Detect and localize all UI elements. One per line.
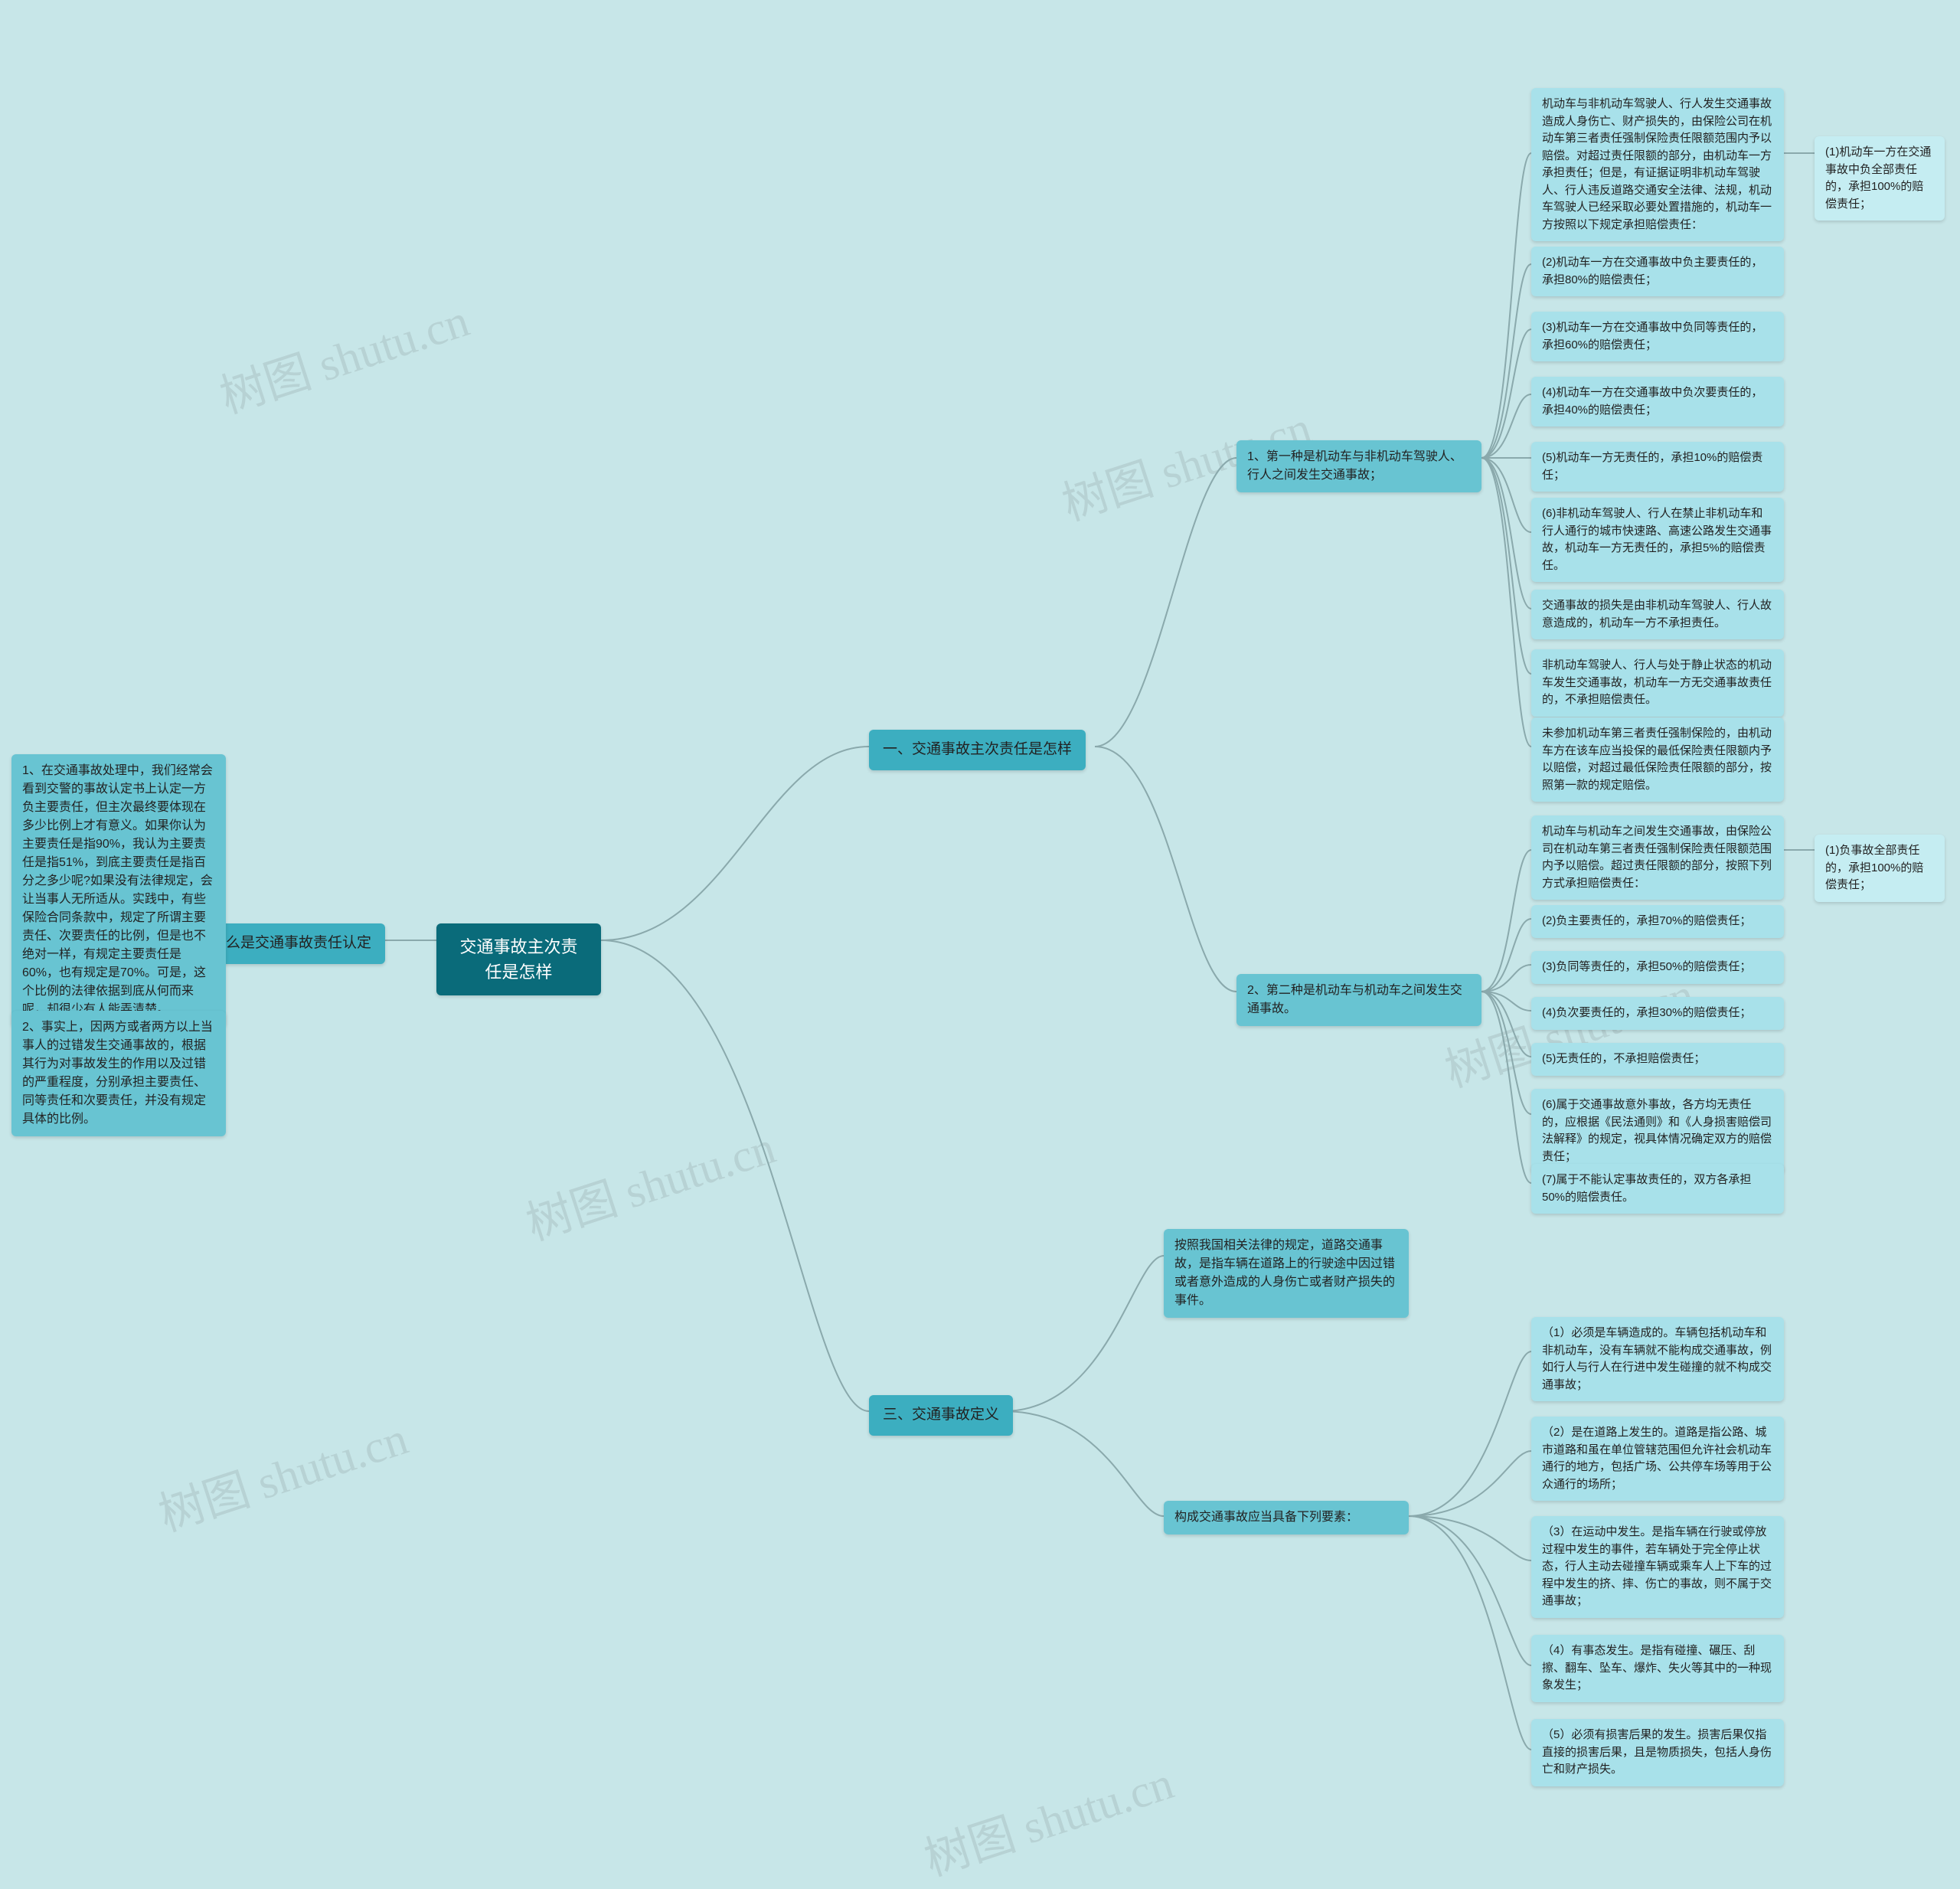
b1s1-n3[interactable]: (3)机动车一方在交通事故中负同等责任的，承担60%的赔偿责任； bbox=[1531, 312, 1784, 361]
b2-n2[interactable]: 2、事实上，因两方或者两方以上当事人的过错发生交通事故的，根据其行为对事故发生的… bbox=[11, 1011, 226, 1136]
b1s1-n2[interactable]: (2)机动车一方在交通事故中负主要责任的，承担80%的赔偿责任； bbox=[1531, 247, 1784, 296]
b1s2-n1a[interactable]: (1)负事故全部责任的，承担100%的赔偿责任； bbox=[1815, 835, 1945, 902]
b1s1-n1a[interactable]: (1)机动车一方在交通事故中负全部责任的，承担100%的赔偿责任； bbox=[1815, 136, 1945, 221]
b3s2-n2[interactable]: （2）是在道路上发生的。道路是指公路、城市道路和虽在单位管辖范围但允许社会机动车… bbox=[1531, 1417, 1784, 1501]
branch1-sub2[interactable]: 2、第二种是机动车与机动车之间发生交通事故。 bbox=[1236, 974, 1481, 1026]
b3-n1[interactable]: 按照我国相关法律的规定，道路交通事故，是指车辆在道路上的行驶途中因过错或者意外造… bbox=[1164, 1229, 1409, 1318]
b1s2-n2[interactable]: (2)负主要责任的，承担70%的赔偿责任； bbox=[1531, 905, 1784, 938]
b3s2-n4[interactable]: （4）有事态发生。是指有碰撞、碾压、刮擦、翻车、坠车、爆炸、失火等其中的一种现象… bbox=[1531, 1635, 1784, 1702]
watermark: 树图 shutu.cn bbox=[517, 1110, 782, 1253]
b3-sub2[interactable]: 构成交通事故应当具备下列要素： bbox=[1164, 1501, 1409, 1534]
b1s2-n4[interactable]: (4)负次要责任的，承担30%的赔偿责任； bbox=[1531, 997, 1784, 1030]
b1s1-n7[interactable]: 交通事故的损失是由非机动车驾驶人、行人故意造成的，机动车一方不承担责任。 bbox=[1531, 590, 1784, 639]
b1s2-n5[interactable]: (5)无责任的，不承担赔偿责任； bbox=[1531, 1043, 1784, 1076]
watermark: 树图 shutu.cn bbox=[149, 1401, 415, 1544]
b1s1-n8[interactable]: 非机动车驾驶人、行人与处于静止状态的机动车发生交通事故，机动车一方无交通事故责任… bbox=[1531, 649, 1784, 717]
b3s2-n5[interactable]: （5）必须有损害后果的发生。损害后果仅指直接的损害后果，且是物质损失，包括人身伤… bbox=[1531, 1719, 1784, 1786]
root-node[interactable]: 交通事故主次责任是怎样 bbox=[436, 923, 601, 995]
b3s2-n1[interactable]: （1）必须是车辆造成的。车辆包括机动车和非机动车，没有车辆就不能构成交通事故，例… bbox=[1531, 1317, 1784, 1401]
b3s2-n3[interactable]: （3）在运动中发生。是指车辆在行驶或停放过程中发生的事件，若车辆处于完全停止状态… bbox=[1531, 1516, 1784, 1618]
branch3-node[interactable]: 三、交通事故定义 bbox=[869, 1395, 1013, 1436]
watermark: 树图 shutu.cn bbox=[915, 1746, 1181, 1889]
b1s2-n7[interactable]: (7)属于不能认定事故责任的，双方各承担50%的赔偿责任。 bbox=[1531, 1164, 1784, 1214]
b1s1-n4[interactable]: (4)机动车一方在交通事故中负次要责任的，承担40%的赔偿责任； bbox=[1531, 377, 1784, 426]
b2-n1[interactable]: 1、在交通事故处理中，我们经常会看到交警的事故认定书上认定一方负主要责任，但主次… bbox=[11, 754, 226, 1027]
b1s2-n6[interactable]: (6)属于交通事故意外事故，各方均无责任的，应根据《民法通则》和《人身损害赔偿司… bbox=[1531, 1089, 1784, 1173]
b1s1-n9[interactable]: 未参加机动车第三者责任强制保险的，由机动车方在该车应当投保的最低保险责任限额内予… bbox=[1531, 717, 1784, 802]
b1s1-n6[interactable]: (6)非机动车驾驶人、行人在禁止非机动车和行人通行的城市快速路、高速公路发生交通… bbox=[1531, 498, 1784, 582]
b1s2-n3[interactable]: (3)负同等责任的，承担50%的赔偿责任； bbox=[1531, 951, 1784, 984]
branch1-node[interactable]: 一、交通事故主次责任是怎样 bbox=[869, 730, 1086, 770]
b1s1-n1[interactable]: 机动车与非机动车驾驶人、行人发生交通事故造成人身伤亡、财产损失的，由保险公司在机… bbox=[1531, 88, 1784, 241]
branch1-sub1[interactable]: 1、第一种是机动车与非机动车驾驶人、行人之间发生交通事故； bbox=[1236, 440, 1481, 492]
b1s2-n1[interactable]: 机动车与机动车之间发生交通事故，由保险公司在机动车第三者责任强制保险责任限额范围… bbox=[1531, 815, 1784, 900]
b1s1-n5[interactable]: (5)机动车一方无责任的，承担10%的赔偿责任； bbox=[1531, 442, 1784, 492]
watermark: 树图 shutu.cn bbox=[211, 283, 476, 426]
